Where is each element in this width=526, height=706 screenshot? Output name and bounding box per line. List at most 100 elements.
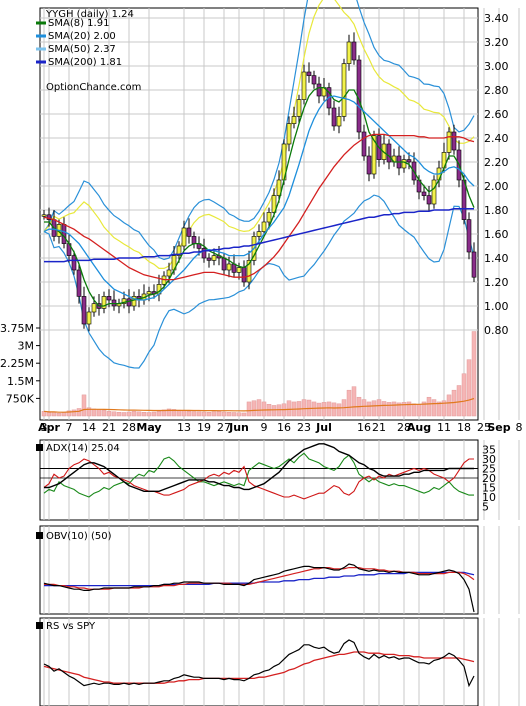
price-tick-label: 2.20 [484,156,509,169]
candle-body [311,75,317,85]
candle-body [341,63,347,117]
volume-bar [106,411,112,417]
candle-body [46,214,52,220]
candle-body [121,298,127,304]
candle-body [401,159,407,169]
volume-bar [376,399,382,417]
price-tick-label: 3.20 [484,36,509,49]
volume-bar [196,411,202,417]
date-label: Apr [38,421,60,434]
volume-bar [361,399,367,417]
adx-title: ADX(14) 25.04 [46,443,120,454]
candle-body [126,298,132,307]
volume-bar [391,401,397,417]
price-tick-label: 1.40 [484,252,509,265]
candle-body [406,159,412,163]
volume-bar [141,411,147,417]
candle-body [181,227,187,247]
volume-tick-label: 3.75M [0,322,34,335]
date-label: 18 [457,421,471,434]
date-label: Aug [407,421,431,434]
date-label: May [136,421,161,434]
upper-envelope-line [43,0,475,269]
date-label: 16 [357,421,371,434]
price-tick-label: 1.60 [484,228,509,241]
rs-title: RS vs SPY [46,621,96,632]
volume-bar [231,412,237,417]
date-label: 19 [197,421,211,434]
upper-band-line [43,0,475,261]
source-label: OptionChance.com [46,82,141,93]
volume-bar [301,399,307,417]
volume-bar [366,401,372,417]
candle-body [81,296,87,325]
rs-legend-swatch [36,622,43,629]
candle-body [86,311,92,325]
adx-tick-label: 15 [482,482,496,495]
volume-bar [191,411,197,417]
volume-bar [386,402,392,417]
volume-tick-label: 750K [6,392,35,405]
volume-bar [126,411,132,417]
price-tick-label: 1.00 [484,300,509,313]
date-label: 21 [372,421,386,434]
legend-entry: SMA(8) 1.91 [48,18,109,29]
legend-entry: SMA(50) 2.37 [48,44,116,55]
date-label: 27 [217,421,231,434]
volume-bar [176,409,182,417]
volume-bar [396,402,402,417]
candle-body [296,99,302,117]
volume-bar [316,402,322,417]
date-label: 8 [516,421,523,434]
price-tick-label: 2.80 [484,84,509,97]
adx-line [44,443,474,492]
volume-bar [271,405,277,417]
volume-bar [411,403,417,417]
price-tick-label: 2.40 [484,132,509,145]
volume-bar [46,412,52,417]
sma200-line [44,208,474,263]
candle-body [191,236,197,244]
minus-di-line [43,458,474,500]
chart-title: YYGH (daily) 1.24 [45,9,134,20]
volume-bar [136,411,142,417]
adx-tick-label: 10 [482,491,496,504]
volume-bar [56,412,62,417]
candle-body [421,191,427,196]
candle-body [101,296,107,309]
date-label: 25 [477,421,491,434]
obv-title: OBV(10) (50) [46,531,112,542]
adx-tick-label: 25 [482,463,496,476]
volume-bar [181,410,187,417]
volume-bar [436,401,442,417]
candle-body [336,116,342,127]
candle-body [291,116,297,124]
candle-body [211,255,217,261]
volume-bar [91,408,97,417]
price-tick-label: 3.40 [484,12,509,25]
volume-bar [326,401,332,417]
volume-bar [466,359,472,417]
volume-bar [236,412,242,417]
volume-bar [371,400,377,417]
adx-legend-swatch [36,444,43,451]
date-label: 14 [82,421,96,434]
sma20-line [43,95,475,301]
price-panel [39,7,479,421]
obv-line [43,563,475,613]
volume-bar [116,411,122,417]
candle-body [61,224,67,244]
candle-body [176,245,182,256]
volume-bar [286,400,292,417]
candle-body [331,107,337,127]
volume-bar [151,411,157,417]
volume-bar [66,410,72,417]
candle-body [226,263,232,271]
date-label: 3 [41,421,48,434]
volume-bar [416,404,422,417]
volume-bar [86,407,92,417]
volume-bar [401,402,407,417]
candle-body [466,219,472,253]
volume-bar [471,331,477,417]
volume-bar [446,394,452,417]
